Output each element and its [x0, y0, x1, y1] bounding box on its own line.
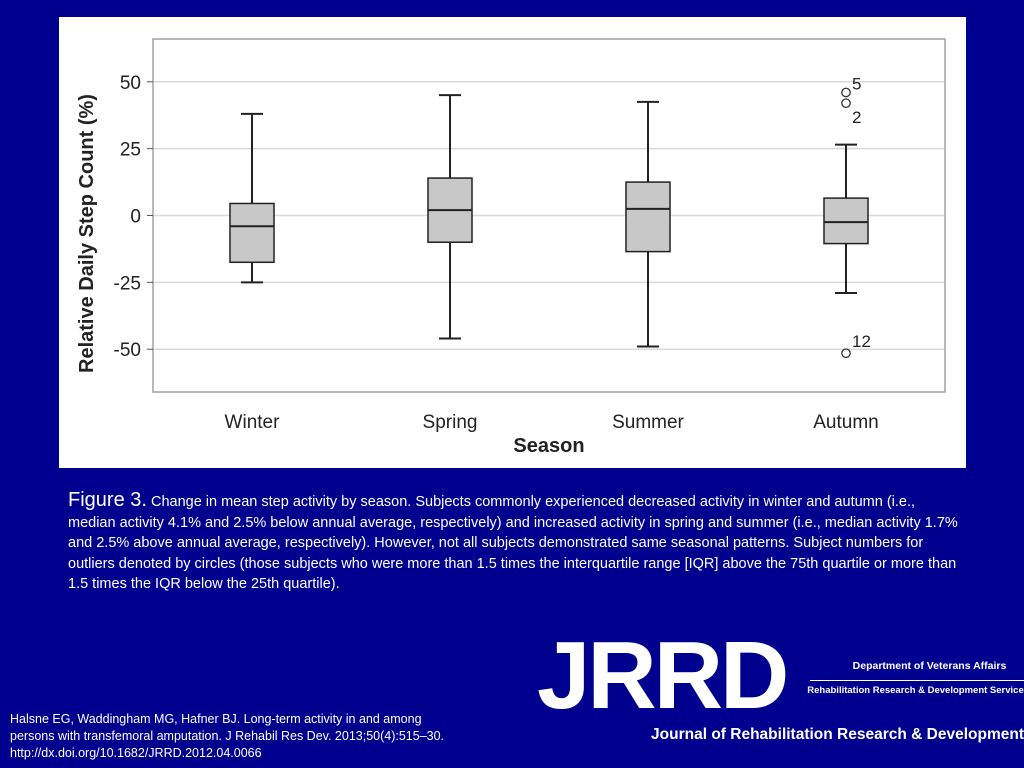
outlier-point	[841, 87, 851, 98]
logo-divider	[810, 680, 1024, 681]
citation-line-2: persons with transfemoral amputation. J …	[10, 729, 445, 743]
outlier-label: 2	[852, 108, 861, 127]
x-tick-label: Spring	[423, 412, 478, 433]
outlier-label: 12	[852, 332, 871, 351]
y-tick-label: 0	[130, 207, 141, 228]
chart-panel: 50 25 0 -25 -50 Winter Spring Summer 5 2 12 Autumn S…	[59, 17, 966, 468]
logo-journal-name: Journal of Rehabilitation Research & Dev…	[651, 726, 1024, 743]
jrrd-logo: JRRD Department of Veterans Affairs Reha…	[537, 626, 1024, 752]
x-tick-label: Autumn	[813, 412, 878, 433]
logo-department: Department of Veterans Affairs	[852, 660, 1007, 672]
outlier-label: 5	[852, 74, 861, 93]
outlier-point	[841, 98, 851, 109]
outlier-point	[841, 348, 851, 359]
logo-mark: JRRD	[537, 622, 789, 729]
y-axis-title: Relative Daily Step Count (%)	[76, 94, 98, 373]
figure-caption: Figure 3. Change in mean step activity b…	[68, 490, 958, 595]
x-axis-title: Season	[513, 435, 584, 457]
x-tick-label: Summer	[612, 412, 684, 433]
figure-label: Figure 3.	[68, 489, 147, 511]
caption-text: Change in mean step activity by season. …	[68, 494, 958, 592]
iqr-box	[229, 202, 275, 264]
y-tick-label: 50	[120, 73, 141, 94]
citation-doi-link[interactable]: http://dx.doi.org/10.1682/JRRD.2012.04.0…	[10, 746, 262, 760]
citation: Halsne EG, Waddingham MG, Hafner BJ. Lon…	[10, 711, 530, 762]
iqr-box	[625, 181, 671, 253]
citation-line-1: Halsne EG, Waddingham MG, Hafner BJ. Lon…	[10, 712, 422, 726]
y-tick-label: 25	[120, 140, 141, 161]
logo-service: Rehabilitation Research & Development Se…	[807, 685, 1024, 696]
boxplot-chart: 50 25 0 -25 -50 Winter Spring Summer 5 2 12 Autumn S…	[76, 38, 946, 457]
y-tick-label: -25	[114, 273, 141, 294]
y-tick-label: -50	[114, 340, 141, 361]
x-tick-label: Winter	[225, 412, 281, 433]
iqr-box	[823, 197, 869, 245]
